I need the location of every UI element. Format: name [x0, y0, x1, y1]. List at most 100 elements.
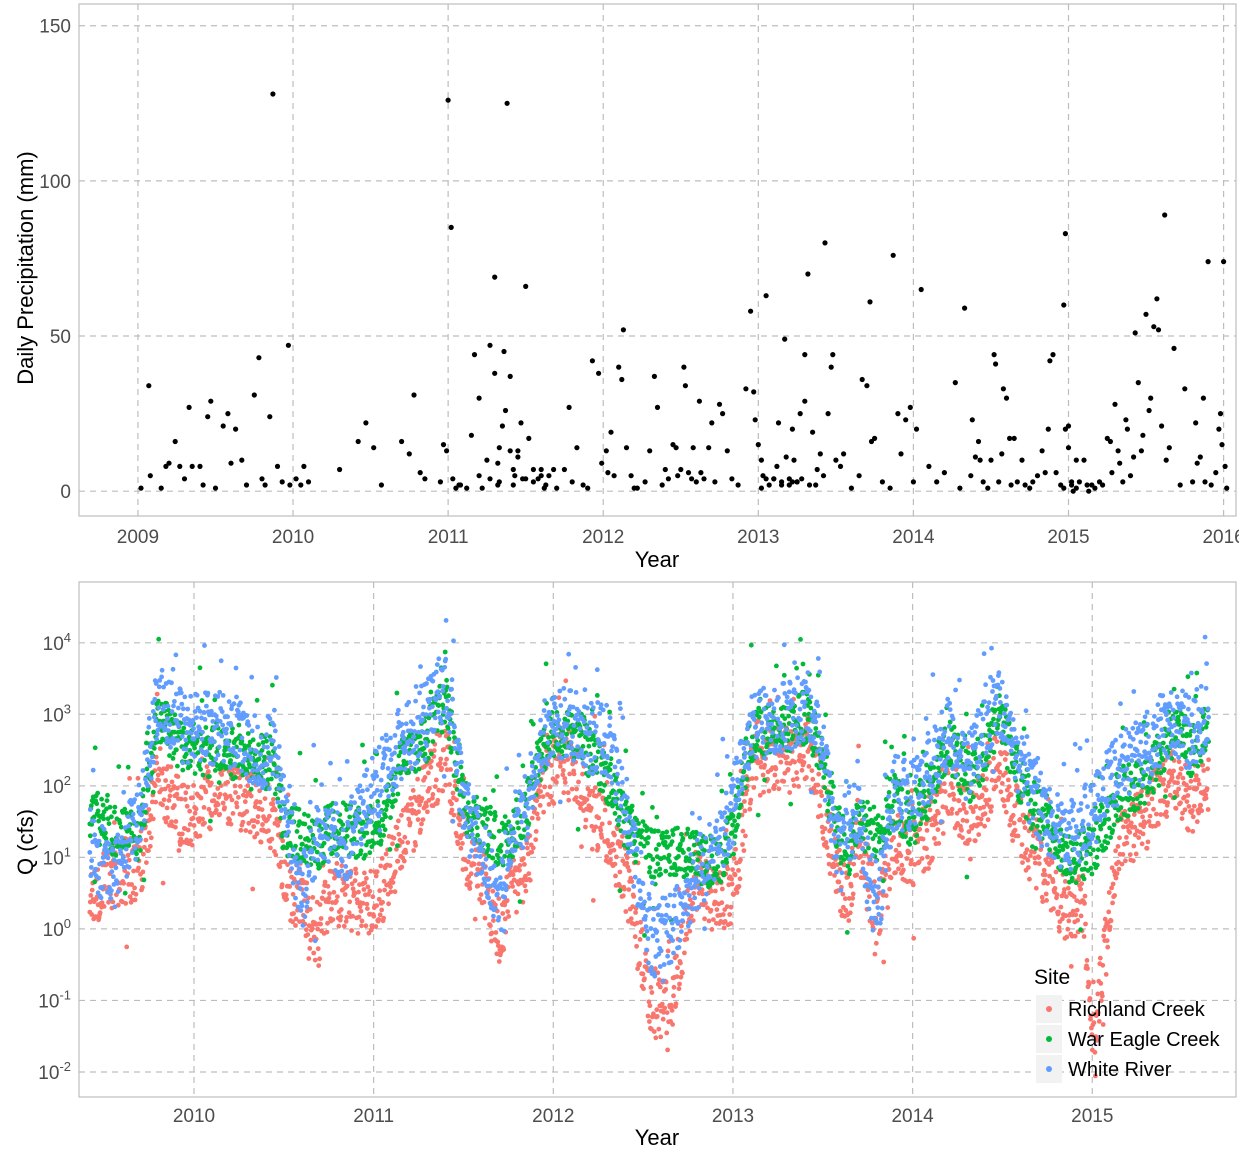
discharge-point [782, 770, 788, 776]
discharge-point [106, 841, 112, 847]
precipitation-point [1148, 395, 1154, 401]
discharge-point [817, 803, 823, 809]
discharge-point [1083, 860, 1089, 866]
discharge-point [1116, 866, 1122, 872]
discharge-point [675, 825, 680, 831]
precipitation-point [487, 476, 493, 482]
discharge-point [242, 799, 248, 805]
precipitation-point [262, 482, 268, 488]
discharge-point [837, 847, 842, 853]
discharge-point [203, 789, 209, 795]
discharge-point [112, 809, 117, 815]
discharge-point [475, 832, 480, 838]
discharge-point [978, 816, 984, 822]
discharge-point [551, 801, 557, 806]
discharge-point [788, 801, 794, 807]
discharge-point [679, 831, 684, 837]
discharge-point [270, 682, 275, 688]
discharge-point [666, 852, 672, 858]
discharge-point [665, 1047, 670, 1053]
discharge-point [1139, 841, 1145, 847]
discharge-point [527, 877, 533, 883]
discharge-point [129, 882, 135, 887]
discharge-point [1014, 785, 1020, 790]
discharge-point [1024, 847, 1030, 853]
discharge-point [405, 802, 411, 808]
discharge-point [873, 848, 879, 854]
discharge-point [120, 854, 126, 860]
discharge-point [429, 758, 434, 764]
precipitation-point [662, 466, 668, 473]
discharge-point [321, 840, 327, 846]
discharge-point [204, 764, 210, 770]
discharge-point [1204, 786, 1210, 791]
discharge-point [778, 759, 784, 765]
discharge-point [344, 833, 350, 839]
precipitation-point [158, 485, 164, 491]
discharge-point [635, 966, 640, 972]
discharge-point [991, 749, 997, 755]
discharge-point [172, 712, 178, 718]
discharge-point [1071, 857, 1077, 862]
discharge-point [449, 807, 455, 813]
discharge-point [1176, 786, 1181, 792]
discharge-point [1091, 827, 1097, 832]
discharge-point [422, 751, 428, 757]
discharge-point [966, 744, 971, 750]
discharge-point [902, 733, 907, 739]
discharge-point [280, 838, 286, 844]
precipitation-point [468, 432, 474, 438]
discharge-point [94, 801, 100, 807]
discharge-point [1067, 870, 1073, 876]
discharge-point [379, 856, 385, 861]
discharge-point [1087, 996, 1093, 1001]
discharge-point [410, 788, 416, 793]
discharge-point [227, 793, 233, 799]
precipitation-point [1027, 485, 1033, 491]
discharge-point [911, 935, 917, 941]
discharge-point [951, 792, 956, 798]
discharge-point [111, 874, 116, 880]
precipitation-point [515, 454, 521, 460]
precipitation-point [251, 392, 257, 398]
precipitation-point [817, 451, 823, 457]
precipitation-point [599, 460, 605, 466]
discharge-point [118, 850, 124, 856]
discharge-point [100, 885, 105, 891]
discharge-point [378, 838, 384, 844]
discharge-point [901, 867, 906, 873]
discharge-point [357, 904, 363, 910]
precipitation-point [279, 479, 285, 485]
discharge-point [838, 908, 843, 914]
discharge-point [438, 756, 444, 762]
discharge-point [292, 902, 297, 907]
discharge-point [1206, 757, 1211, 763]
discharge-point [147, 843, 153, 849]
discharge-point [431, 748, 437, 753]
discharge-point [794, 776, 800, 781]
precipitation-point [337, 466, 343, 473]
discharge-point [1065, 885, 1071, 891]
discharge-point [1036, 855, 1042, 860]
discharge-point [843, 907, 849, 913]
discharge-point [428, 689, 434, 695]
discharge-point [634, 943, 639, 949]
discharge-point [1042, 872, 1048, 878]
discharge-point [736, 812, 742, 818]
discharge-point [365, 906, 370, 911]
precipitation-point [1197, 454, 1203, 460]
discharge-point [273, 852, 279, 858]
discharge-point [88, 893, 94, 898]
precipitation-point [1062, 231, 1068, 237]
discharge-point [896, 842, 902, 848]
precipitation-point [510, 466, 516, 473]
precipitation-point [841, 451, 847, 457]
discharge-point [660, 1016, 666, 1022]
discharge-point [714, 872, 720, 877]
precipitation-x-axis-title: Year [635, 547, 679, 572]
precipitation-point [701, 476, 707, 482]
discharge-point [246, 820, 252, 826]
discharge-point [317, 864, 322, 870]
discharge-point [629, 808, 635, 813]
discharge-point [822, 785, 828, 791]
